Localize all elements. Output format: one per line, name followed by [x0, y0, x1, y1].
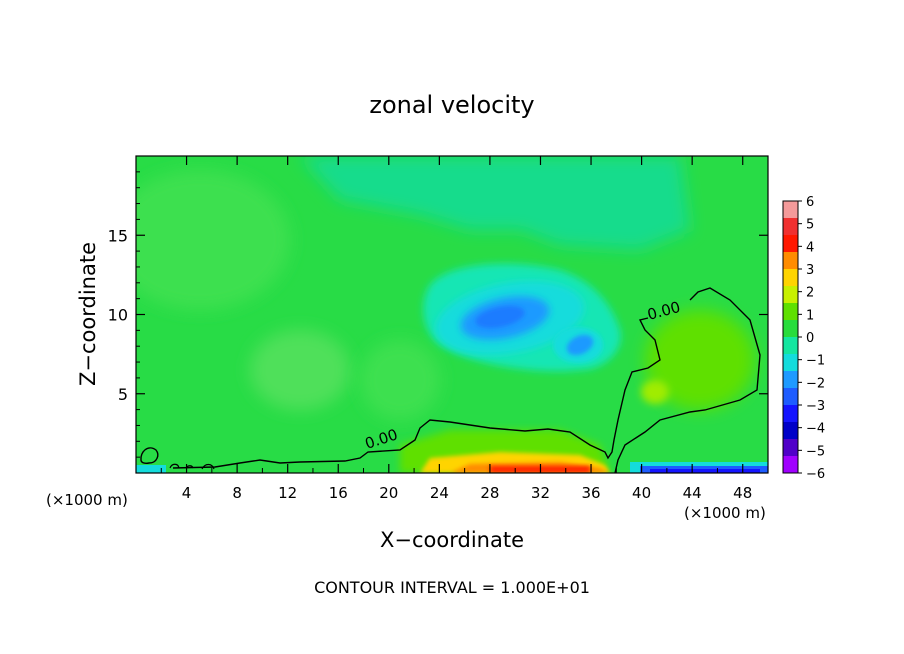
- field-region-upper-band: [300, 156, 690, 250]
- x-tick-label: 44: [683, 484, 702, 502]
- field-region-upper-left: [136, 170, 290, 310]
- colorbar-swatch: [783, 286, 798, 304]
- x-tick-label: 28: [480, 484, 499, 502]
- zero-contour-small-loop: [140, 447, 159, 464]
- colorbar-swatch: [783, 269, 798, 287]
- zero-contour-lower: [172, 317, 661, 469]
- colorbar-swatch: [783, 337, 798, 355]
- colorbar-swatch: [783, 354, 798, 372]
- colorbar-swatch: [783, 371, 798, 389]
- colorbar-label: 3: [806, 263, 814, 278]
- x-tick-label: 20: [379, 484, 398, 502]
- y-axis-label: Z−coordinate: [76, 242, 100, 386]
- field-region-mid: [360, 340, 440, 420]
- colorbar-label: −3: [806, 399, 825, 414]
- colorbar-label: 4: [806, 240, 814, 255]
- field-region-surface-darkblue: [650, 469, 760, 473]
- field-region-left-mid: [250, 330, 350, 410]
- field-region-left-strip: [136, 465, 166, 473]
- x-axis: 4 8 12 16 20 24 28 32 36 40 44 48: [160, 156, 752, 502]
- colorbar-swatch: [783, 218, 798, 236]
- colorbar-swatch: [783, 252, 798, 270]
- x-tick-label: 40: [632, 484, 651, 502]
- zero-contour-tiny-1: [169, 463, 180, 469]
- colorbar-swatch: [783, 303, 798, 321]
- zero-contour-tiny-2: [201, 463, 215, 470]
- colorbar-label: −5: [806, 444, 825, 459]
- field-region-right-core: [641, 380, 669, 404]
- x-tick-label: 4: [182, 484, 192, 502]
- x-tick-label: 36: [581, 484, 600, 502]
- colorbar-label: 5: [806, 218, 814, 233]
- colorbar-label: −1: [806, 354, 825, 369]
- field-region-right-lobe: [645, 310, 755, 410]
- colorbar: 6 5 4 3 2 1 0 −1 −2 −3 −4 −5 −6: [782, 195, 825, 482]
- y-axis: 5 10 15: [108, 171, 768, 458]
- field-region-secondary-inner: [566, 334, 594, 356]
- colorbar-swatch: [783, 456, 798, 474]
- x-tick-label: 32: [531, 484, 550, 502]
- colorbar-label: −2: [806, 376, 825, 391]
- x-axis-label: X−coordinate: [380, 528, 524, 552]
- colorbar-label: 2: [806, 286, 814, 301]
- colorbar-swatch: [783, 320, 798, 338]
- colorbar-label: −6: [806, 467, 825, 482]
- colorbar-swatch: [783, 235, 798, 253]
- contour-interval-note: CONTOUR INTERVAL = 1.000E+01: [314, 578, 590, 597]
- x-tick-label: 12: [278, 484, 297, 502]
- colorbar-label: −4: [806, 422, 825, 437]
- x-unit-left: (×1000 m): [46, 491, 128, 509]
- x-tick-label: 48: [733, 484, 752, 502]
- chart-title: zonal velocity: [369, 91, 534, 119]
- colorbar-swatch: [783, 439, 798, 457]
- colorbar-swatch: [783, 388, 798, 406]
- y-tick-label: 5: [118, 385, 128, 404]
- y-tick-label: 10: [108, 306, 128, 325]
- x-tick-label: 24: [430, 484, 449, 502]
- zero-contour-right-lobe: [614, 287, 761, 473]
- colorbar-swatch: [783, 405, 798, 423]
- y-tick-label: 15: [108, 226, 128, 245]
- plot-field: [136, 156, 768, 473]
- x-tick-label: 8: [232, 484, 242, 502]
- x-unit-right: (×1000 m): [684, 504, 766, 522]
- x-tick-label: 16: [329, 484, 348, 502]
- colorbar-swatch: [783, 422, 798, 440]
- colorbar-swatch: [783, 201, 798, 219]
- colorbar-label: 0: [806, 331, 814, 346]
- field-region-jet-core: [475, 305, 525, 329]
- colorbar-label: 6: [806, 195, 814, 210]
- colorbar-label: 1: [806, 308, 814, 323]
